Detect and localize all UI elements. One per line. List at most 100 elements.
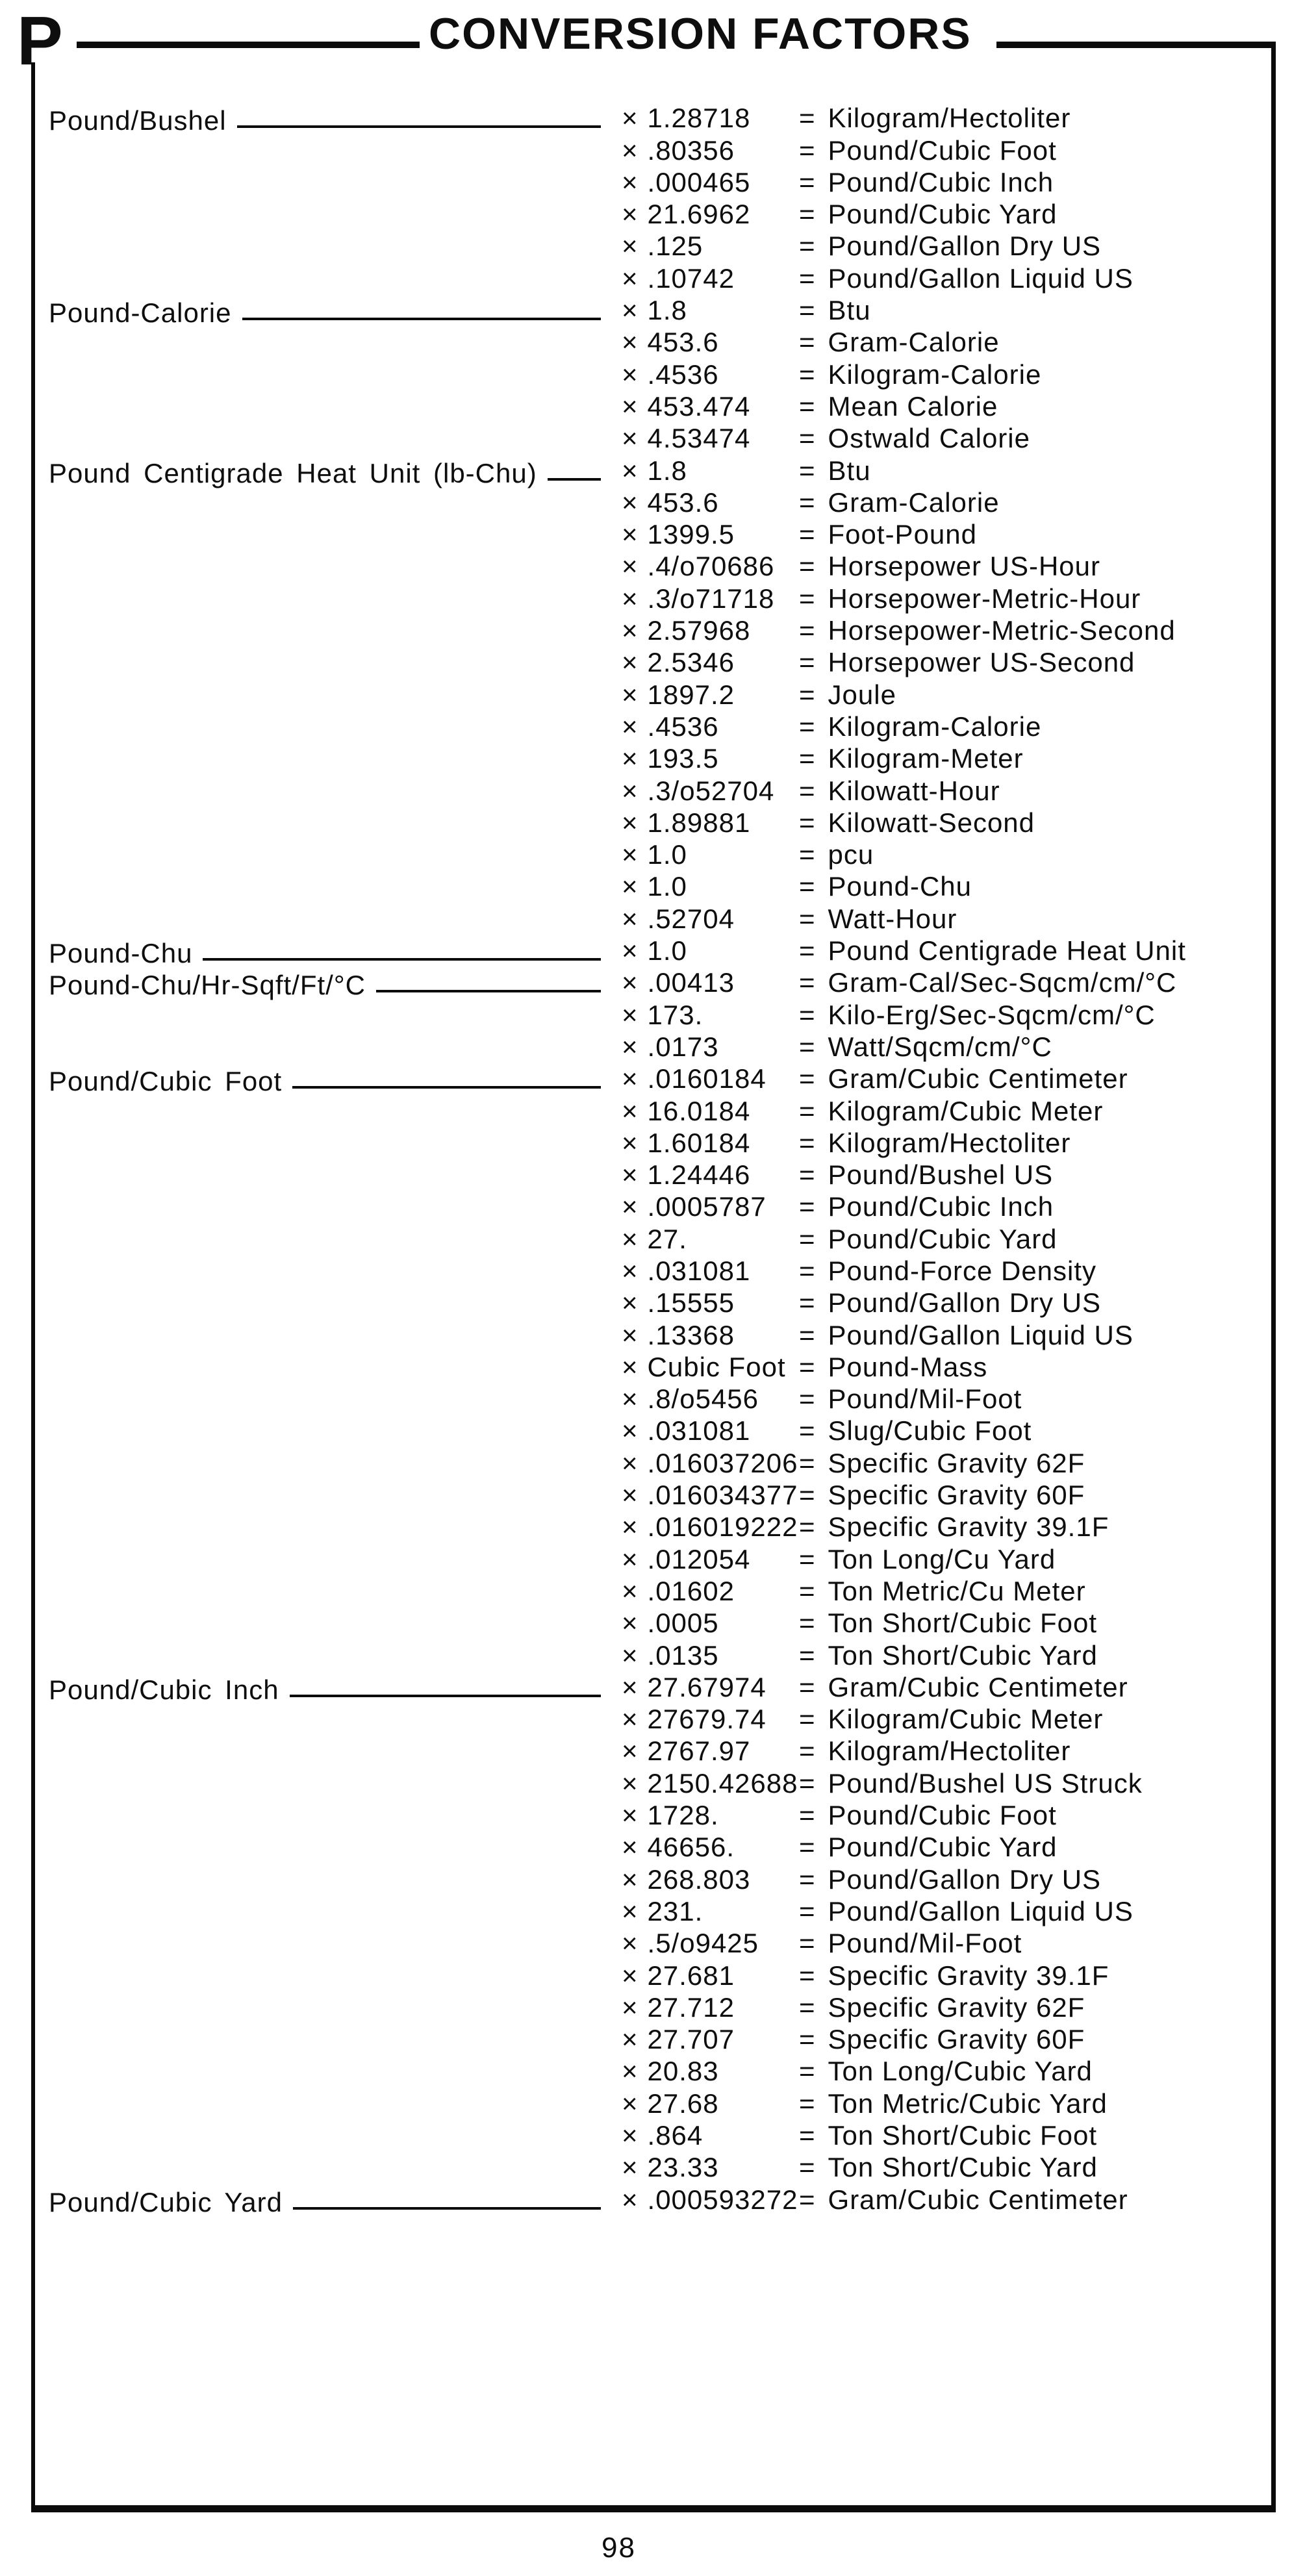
factor-cell: × .0173 (622, 1031, 719, 1063)
result-cell: = Horsepower-Metric-Hour (799, 583, 1141, 614)
factor-value: 268.803 (647, 1863, 751, 1895)
multiply-sign: × (622, 1895, 639, 1926)
result-unit: Pound/Gallon Liquid US (828, 1895, 1134, 1926)
conversion-row: × 453.6 = Gram-Calorie (34, 327, 1271, 360)
factor-value: 23.33 (647, 2152, 719, 2183)
factor-value: .0173 (647, 1031, 719, 1062)
result-cell: = Specific Gravity 60F (799, 2024, 1085, 2055)
equals-sign: = (799, 871, 816, 902)
multiply-sign: × (622, 967, 639, 998)
unit-label-row: Pound-Calorie (49, 296, 607, 328)
result-unit: Specific Gravity 39.1F (828, 1960, 1109, 1991)
factor-value: .012054 (647, 1543, 751, 1574)
factor-value: 27.712 (647, 1991, 735, 2023)
result-cell: = Kilo-Erg/Sec-Sqcm/cm/°C (799, 1000, 1156, 1031)
result-unit: Kilogram/Cubic Meter (828, 1095, 1104, 1126)
result-cell: = Foot-Pound (799, 519, 977, 550)
conversion-row: × 2767.97 = Kilogram/Hectoliter (34, 1736, 1271, 1769)
factor-value: 27.67974 (647, 1671, 767, 1702)
result-cell: = Watt-Hour (799, 903, 957, 935)
factor-value: .15555 (647, 1287, 735, 1319)
conversion-row: × 1.60184 = Kilogram/Hectoliter (34, 1128, 1271, 1161)
factor-cell: × .016037206 (622, 1448, 798, 1479)
equals-sign: = (799, 743, 816, 774)
factor-cell: × .0160184 (622, 1063, 767, 1094)
factor-value: 453.474 (647, 390, 751, 422)
result-cell: = Pound/Bushel US Struck (799, 1768, 1143, 1799)
multiply-sign: × (622, 1575, 639, 1606)
equals-sign: = (799, 1960, 816, 1991)
multiply-sign: × (622, 359, 639, 390)
result-unit: Gram-Cal/Sec-Sqcm/cm/°C (828, 967, 1177, 998)
result-unit: Pound/Cubic Foot (828, 1800, 1057, 1831)
factor-value: 453.6 (647, 486, 719, 518)
multiply-sign: × (622, 390, 639, 422)
result-cell: = Pound/Gallon Liquid US (799, 1320, 1134, 1351)
result-unit: Ton Short/Cubic Foot (828, 1608, 1098, 1639)
result-unit: Horsepower US-Second (828, 647, 1135, 678)
table-border-left (31, 62, 35, 2512)
factor-cell: × .0005787 (622, 1191, 767, 1222)
result-cell: = Kilogram-Meter (799, 743, 1024, 774)
factor-cell: × .15555 (622, 1287, 735, 1319)
factor-cell: × 1728. (622, 1800, 719, 1831)
factor-cell: × .016034377 (622, 1480, 798, 1511)
result-unit: Ostwald Calorie (828, 423, 1030, 454)
equals-sign: = (799, 583, 816, 614)
result-unit: Pound/Cubic Yard (828, 1223, 1058, 1254)
multiply-sign: × (622, 871, 639, 902)
result-cell: = Kilogram/Hectoliter (799, 1736, 1071, 1767)
result-unit: Btu (828, 295, 871, 326)
result-cell: = Pound-Mass (799, 1352, 987, 1383)
conversion-row: × 27.707 = Specific Gravity 60F (34, 2024, 1271, 2057)
equals-sign: = (799, 1159, 816, 1191)
factor-cell: × 2150.42688 (622, 1768, 798, 1799)
result-unit: pcu (828, 839, 874, 870)
factor-cell: × 21.6962 (622, 199, 750, 230)
factor-value: 173. (647, 999, 703, 1030)
equals-sign: = (799, 1319, 816, 1350)
conversion-row: × 193.5 = Kilogram-Meter (34, 743, 1271, 776)
factor-cell: × 2.57968 (622, 615, 750, 646)
factor-value: .125 (647, 231, 703, 262)
equals-sign: = (799, 1191, 816, 1222)
unit-label-row: Pound-Chu (49, 937, 607, 968)
factor-value: .4/o70686 (647, 551, 775, 582)
conversion-row: Pound-Chu × 1.0 = Pound Centigrade Heat Unit (34, 935, 1271, 968)
multiply-sign: × (622, 807, 639, 838)
result-cell: = Pound Centigrade Heat Unit (799, 935, 1186, 966)
equals-sign: = (799, 1704, 816, 1735)
multiply-sign: × (622, 1704, 639, 1735)
unit-label: Pound/Bushel (49, 105, 227, 136)
result-cell: = Kilogram/Cubic Meter (799, 1096, 1103, 1127)
equals-sign: = (799, 2024, 816, 2055)
factor-value: .8/o5456 (647, 1383, 759, 1415)
conversion-row: × .80356 = Pound/Cubic Foot (34, 135, 1271, 168)
factor-value: .0160184 (647, 1063, 767, 1094)
factor-value: 20.83 (647, 2056, 719, 2087)
multiply-sign: × (622, 1415, 639, 1446)
result-cell: = Pound/Cubic Yard (799, 1224, 1058, 1255)
multiply-sign: × (622, 1191, 639, 1222)
multiply-sign: × (622, 1863, 639, 1895)
conversion-row: × .0005787 = Pound/Cubic Inch (34, 1191, 1271, 1224)
equals-sign: = (799, 1895, 816, 1926)
result-cell: = Ton Short/Cubic Yard (799, 2152, 1098, 2183)
result-unit: Pound/Gallon Liquid US (828, 262, 1134, 294)
multiply-sign: × (622, 999, 639, 1030)
factor-value: 1.0 (647, 839, 687, 870)
factor-value: 2.5346 (647, 647, 735, 678)
multiply-sign: × (622, 2024, 639, 2055)
factor-value: .016037206 (647, 1447, 798, 1478)
equals-sign: = (799, 679, 816, 710)
factor-value: .000465 (647, 166, 751, 197)
equals-sign: = (799, 967, 816, 998)
result-unit: Horsepower-Metric-Second (828, 615, 1176, 646)
result-cell: = Pound/Gallon Liquid US (799, 263, 1134, 294)
factor-cell: × 16.0184 (622, 1096, 750, 1127)
conversion-row: × Cubic Foot = Pound-Mass (34, 1352, 1271, 1385)
equals-sign: = (799, 455, 816, 486)
result-unit: Kilowatt-Second (828, 807, 1035, 838)
result-cell: = Horsepower US-Hour (799, 551, 1100, 582)
conversion-row: × .15555 = Pound/Gallon Dry US (34, 1287, 1271, 1320)
